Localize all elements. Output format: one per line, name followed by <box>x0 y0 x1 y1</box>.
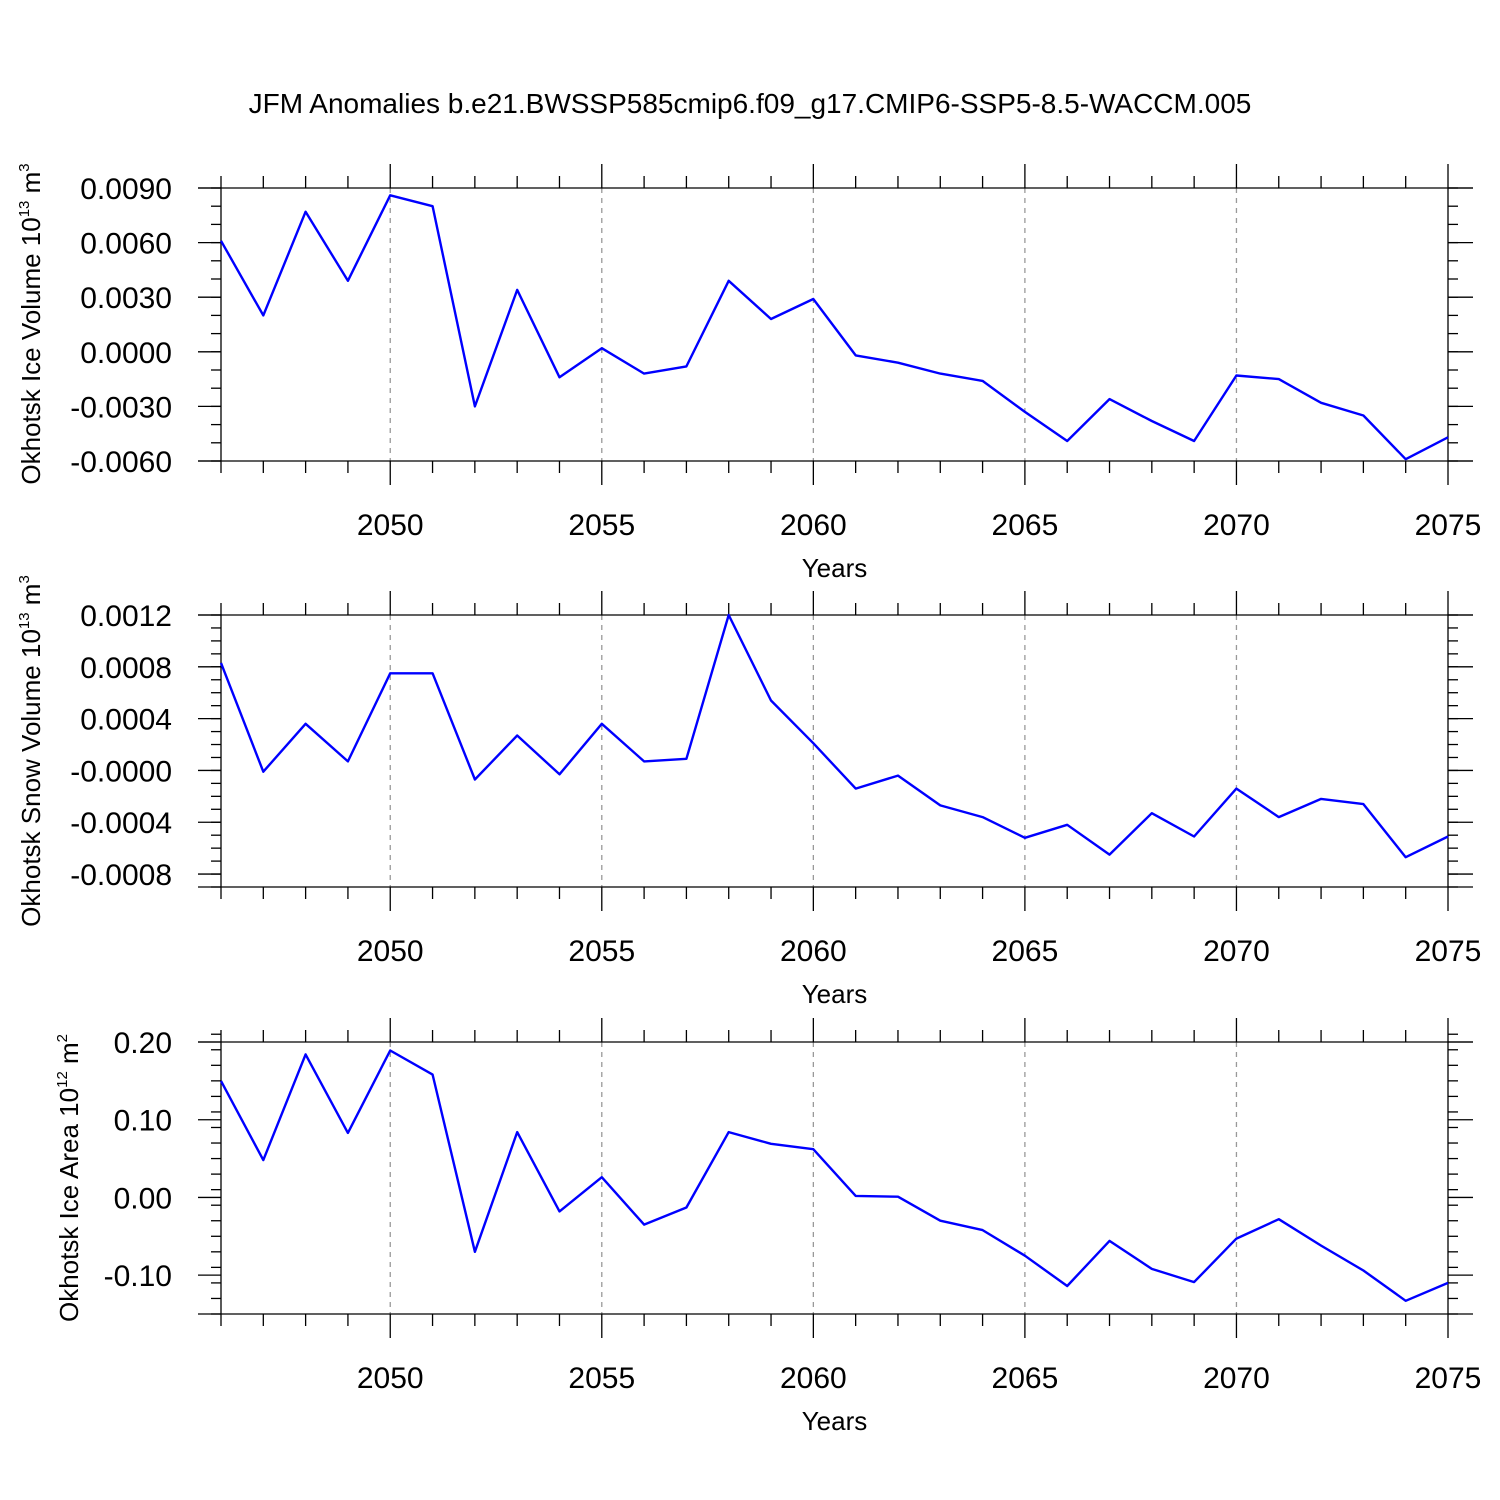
x-axis-label: Years <box>802 553 868 583</box>
x-tick-label: 2070 <box>1203 509 1270 542</box>
x-tick-label: 2070 <box>1203 1362 1270 1395</box>
y-tick-label: 0.0000 <box>80 337 172 370</box>
x-tick-label: 2075 <box>1415 935 1482 968</box>
x-tick-label: 2050 <box>357 509 424 542</box>
y-tick-label: 0.20 <box>114 1027 172 1060</box>
y-tick-label: 0.0004 <box>80 704 172 737</box>
x-tick-label: 2065 <box>992 509 1059 542</box>
y-tick-label: -0.0030 <box>70 391 172 424</box>
y-axis-label: Okhotsk Ice Volume 1013 m3 <box>16 163 46 484</box>
chart-panels: 0.0090 0.0060 0.0030 0.0000 -0.0030 -0.0060 20… <box>16 163 1481 1436</box>
x-tick-label: 2070 <box>1203 935 1270 968</box>
series-line <box>219 194 1449 461</box>
panel-1: 0.0090 0.0060 0.0030 0.0000 -0.0030 -0.0060 20… <box>16 163 1481 583</box>
series-line <box>219 613 1449 859</box>
panel-3: 0.20 0.10 0.00 -0.10 2050 2055 2060 2065 2070 207… <box>54 1018 1481 1436</box>
y-axis-label: Okhotsk Snow Volume 1013 m3 <box>16 575 46 927</box>
x-axis-label: Years <box>802 1406 868 1436</box>
x-tick-label: 2055 <box>568 935 635 968</box>
series-line <box>219 1049 1449 1303</box>
y-tick-label: 0.00 <box>114 1182 172 1215</box>
x-axis-label: Years <box>802 979 868 1009</box>
x-tick-label: 2055 <box>568 1362 635 1395</box>
x-tick-label: 2075 <box>1415 1362 1482 1395</box>
y-tick-label: -0.0000 <box>70 755 172 788</box>
y-tick-label: 0.0008 <box>80 652 172 685</box>
y-tick-label: 0.0012 <box>80 600 172 633</box>
x-tick-label: 2050 <box>357 1362 424 1395</box>
y-axis-label: Okhotsk Ice Area 1012 m2 <box>54 1034 84 1322</box>
y-tick-label: -0.0004 <box>70 807 172 840</box>
panel-2: 0.0012 0.0008 0.0004 -0.0000 -0.0004 -0.0008 2… <box>16 575 1481 1009</box>
x-tick-label: 2065 <box>992 1362 1059 1395</box>
x-tick-label: 2060 <box>780 935 847 968</box>
y-tick-label: 0.10 <box>114 1105 172 1138</box>
x-tick-label: 2060 <box>780 1362 847 1395</box>
y-tick-label: 0.0090 <box>80 173 172 206</box>
x-tick-label: 2060 <box>780 509 847 542</box>
y-tick-label: 0.0030 <box>80 282 172 315</box>
x-tick-label: 2065 <box>992 935 1059 968</box>
figure-title: JFM Anomalies b.e21.BWSSP585cmip6.f09_g1… <box>249 88 1252 119</box>
x-tick-label: 2075 <box>1415 509 1482 542</box>
y-tick-label: -0.0008 <box>70 859 172 892</box>
y-tick-label: -0.10 <box>104 1260 172 1293</box>
y-tick-label: 0.0060 <box>80 228 172 261</box>
x-tick-label: 2055 <box>568 509 635 542</box>
y-tick-label: -0.0060 <box>70 446 172 479</box>
x-tick-label: 2050 <box>357 935 424 968</box>
